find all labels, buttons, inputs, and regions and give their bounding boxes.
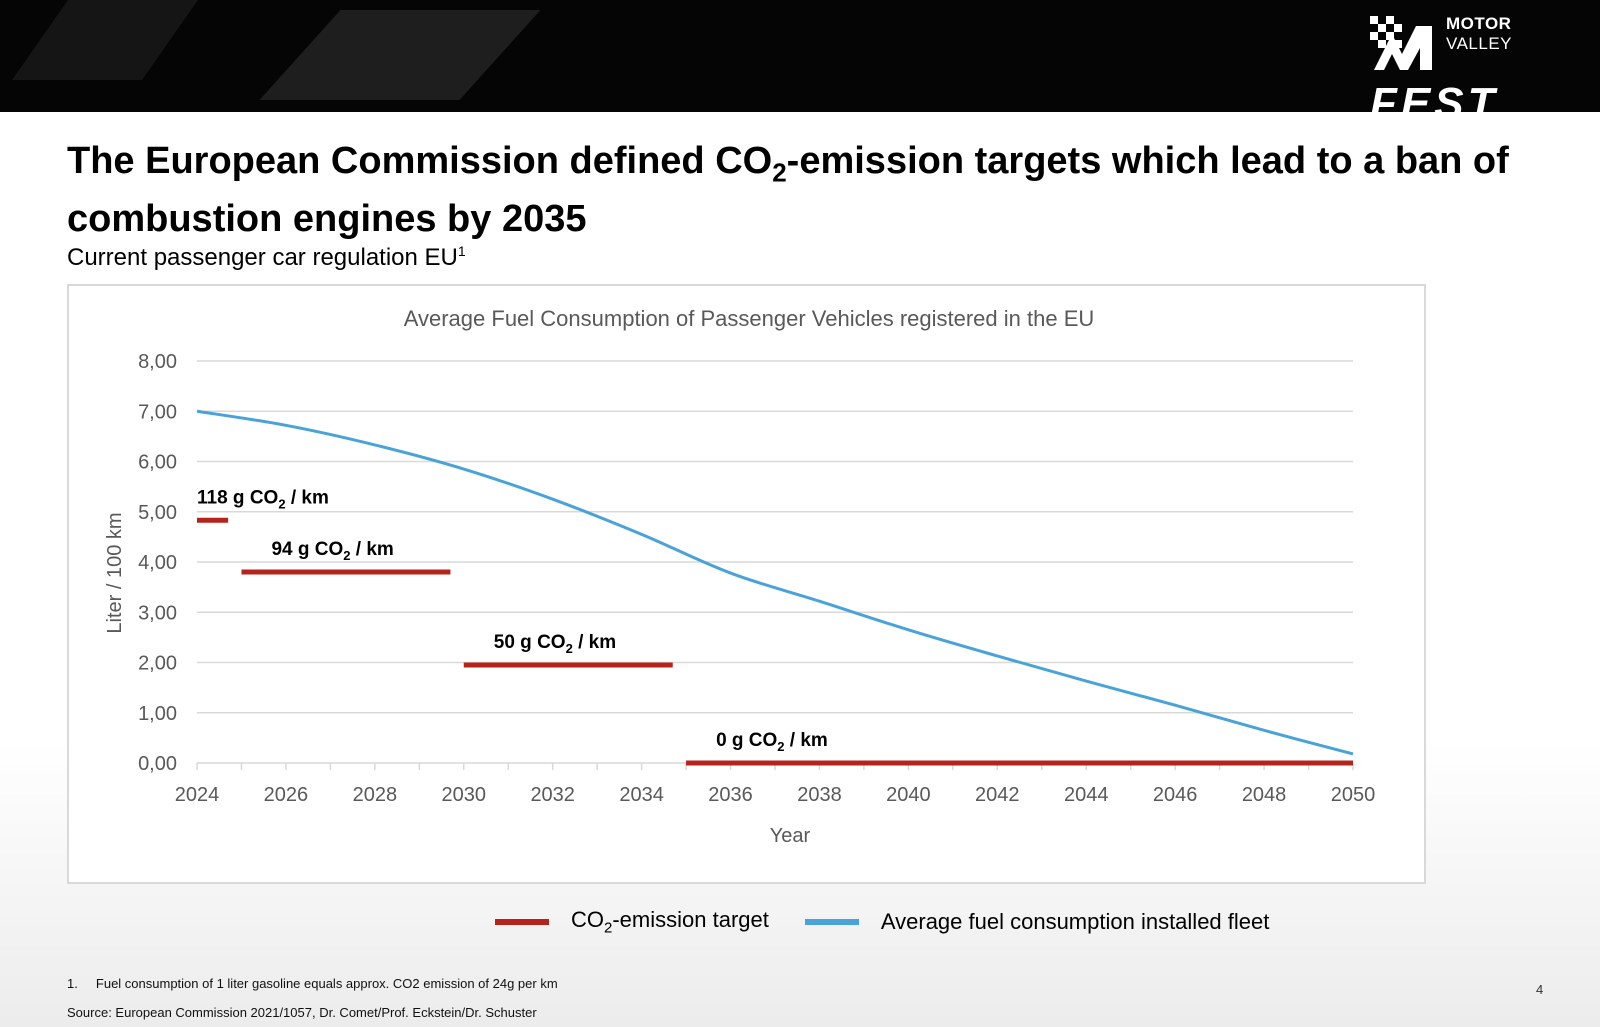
emission-target-label: 118 g CO2 / km — [197, 487, 329, 511]
y-tick-label: 2,00 — [138, 653, 177, 675]
legend-swatch-fleet — [804, 919, 859, 925]
x-tick-label: 2034 — [619, 784, 664, 806]
decorative-shard — [259, 10, 541, 100]
logo-motor-text: MOTOR — [1446, 14, 1512, 33]
source-note: Source: European Commission 2021/1057, D… — [67, 1005, 537, 1020]
logo-valley-text: VALLEY — [1446, 34, 1513, 53]
subtitle-footnote-marker: 1 — [457, 243, 466, 259]
x-tick-label: 2042 — [975, 784, 1020, 806]
x-tick-label: 2026 — [264, 784, 309, 806]
legend-item-target: CO2-emission target — [495, 907, 769, 937]
emission-target-label: 50 g CO2 / km — [494, 632, 616, 656]
fuel-consumption-chart: Average Fuel Consumption of Passenger Ve… — [104, 306, 1376, 847]
fleet-consumption-line — [196, 409, 1354, 756]
legend-target-pre: CO — [571, 907, 604, 933]
y-tick-label: 6,00 — [138, 452, 177, 474]
slide-subtitle: Current passenger car regulation EU1 — [67, 236, 466, 273]
y-tick-label: 8,00 — [138, 351, 177, 373]
y-tick-label: 4,00 — [138, 552, 177, 574]
y-tick-label: 0,00 — [138, 753, 177, 775]
x-tick-label: 2036 — [708, 784, 753, 806]
x-tick-label: 2038 — [797, 784, 842, 806]
legend-swatch-target — [495, 918, 549, 925]
header-bar: MOTOR VALLEY FEST — [0, 0, 1600, 112]
title-subscript: 2 — [772, 157, 787, 188]
y-tick-label: 1,00 — [138, 703, 177, 725]
footnote: 1. Fuel consumption of 1 liter gasoline … — [67, 976, 558, 991]
emission-target-label: 94 g CO2 / km — [271, 539, 393, 563]
y-tick-label: 7,00 — [138, 401, 177, 423]
x-tick-label: 2024 — [175, 784, 220, 806]
x-tick-label: 2044 — [1064, 784, 1109, 806]
chart-legend: CO2-emission target Average fuel consump… — [495, 905, 1305, 939]
x-tick-label: 2048 — [1242, 784, 1287, 806]
legend-item-fleet: Average fuel consumption installed fleet — [804, 909, 1270, 935]
y-axis-label: Liter / 100 km — [104, 512, 126, 633]
x-axis-label: Year — [770, 825, 811, 847]
x-tick-label: 2040 — [886, 784, 931, 806]
motor-valley-logo-icon — [1370, 16, 1432, 70]
subtitle-text: Current passenger car regulation EU — [67, 244, 458, 271]
legend-target-post: -emission target — [612, 907, 769, 933]
slide-title: The European Commission defined CO2-emis… — [67, 138, 1537, 242]
y-tick-label: 3,00 — [138, 602, 177, 624]
legend-label-target: CO2-emission target — [571, 907, 769, 936]
x-tick-label: 2050 — [1331, 784, 1376, 806]
legend-target-sub: 2 — [604, 919, 613, 937]
logo-fest-text: FEST — [1370, 84, 1499, 112]
legend-label-fleet: Average fuel consumption installed fleet — [880, 909, 1270, 934]
page-number: 4 — [1536, 982, 1544, 997]
title-part-1: The European Commission defined CO — [67, 140, 773, 182]
x-tick-label: 2046 — [1153, 784, 1198, 806]
chart-frame: Average Fuel Consumption of Passenger Ve… — [67, 284, 1426, 884]
emission-target-label: 0 g CO2 / km — [716, 730, 828, 754]
x-tick-label: 2030 — [442, 784, 487, 806]
x-tick-label: 2028 — [353, 784, 398, 806]
y-tick-label: 5,00 — [138, 502, 177, 524]
title-part-2: -emission targets which lead to a ban of… — [67, 140, 1509, 240]
decorative-shard — [11, 0, 199, 80]
x-tick-label: 2032 — [530, 784, 575, 806]
chart-title: Average Fuel Consumption of Passenger Ve… — [404, 306, 1095, 331]
